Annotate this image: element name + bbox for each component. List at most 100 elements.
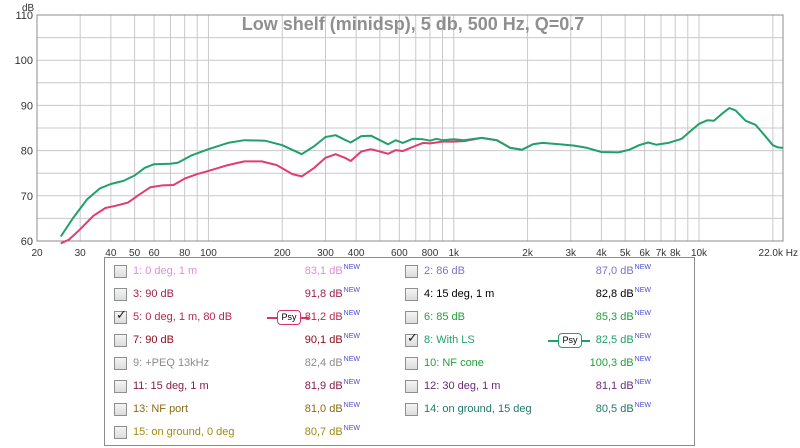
- legend-panel: 1: 0 deg, 1 m 83,1 dBNEW 2: 86 dB 87,0 dBNE…: [104, 257, 695, 446]
- x-tick-label: 80: [179, 248, 191, 256]
- legend-item-label[interactable]: 7: 90 dB: [133, 334, 174, 346]
- legend-checkbox[interactable]: [114, 380, 127, 393]
- new-badge: NEW: [634, 264, 651, 271]
- x-tick-label: 60: [148, 248, 160, 256]
- x-tick-label: 7k: [656, 248, 668, 256]
- legend-item-label[interactable]: 10: NF cone: [424, 357, 484, 369]
- legend-item-value: 82,4 dBNEW: [304, 356, 360, 369]
- legend-checkbox[interactable]: [114, 403, 127, 416]
- x-axis-ticks: 20 30 40 50 60 80 100 200 300 400 600 800 1k 2k 3k 4k 5k…: [31, 248, 798, 256]
- legend-item-value: 80,5 dBNEW: [595, 402, 651, 415]
- x-tick-label: 3k: [565, 248, 577, 256]
- legend-item-value: 83,1 dBNEW: [304, 264, 360, 277]
- legend-checkbox[interactable]: [114, 426, 127, 439]
- legend-item-value: 82,8 dBNEW: [595, 287, 651, 300]
- legend-item-label[interactable]: 5: 0 deg, 1 m, 80 dB: [133, 311, 233, 323]
- frequency-response-chart: 110 100 90 80 70 60 20 30 40 50 60 80 100 200 300 400 6…: [15, 3, 798, 256]
- legend-item-label[interactable]: 3: 90 dB: [133, 288, 174, 300]
- y-tick-label: 70: [21, 191, 33, 203]
- x-tick-label: 10k: [691, 248, 708, 256]
- legend-item-value: 81,1 dBNEW: [595, 379, 651, 392]
- legend-item-label[interactable]: 6: 85 dB: [424, 311, 465, 323]
- new-badge: NEW: [343, 425, 360, 432]
- legend-checkbox[interactable]: [405, 357, 418, 370]
- legend-item: 11: 15 deg, 1 m 81,9 dBNEW: [105, 377, 396, 399]
- series-line: [60, 136, 523, 245]
- y-tick-label: 90: [21, 100, 33, 112]
- legend-item: 9: +PEQ 13kHz 82,4 dBNEW: [105, 354, 396, 376]
- x-tick-label: 50: [129, 248, 141, 256]
- x-tick-label: 200: [274, 248, 291, 256]
- legend-item: 2: 86 dB 87,0 dBNEW: [396, 262, 687, 284]
- psy-label: Psy: [558, 333, 582, 348]
- x-tick-label: 1k: [448, 248, 460, 256]
- new-badge: NEW: [343, 333, 360, 340]
- x-tick-label: 20: [31, 248, 43, 256]
- y-axis-label: dB: [22, 3, 35, 14]
- legend-item-label[interactable]: 9: +PEQ 13kHz: [133, 357, 210, 369]
- new-badge: NEW: [343, 264, 360, 271]
- x-tick-label: 30: [75, 248, 87, 256]
- legend-item-value: 80,7 dBNEW: [304, 425, 360, 438]
- legend-checkbox[interactable]: [405, 403, 418, 416]
- legend-checkbox[interactable]: [114, 265, 127, 278]
- legend-checkbox[interactable]: [114, 334, 127, 347]
- legend-checkbox[interactable]: ✓: [405, 331, 418, 347]
- legend-checkbox[interactable]: [405, 311, 418, 324]
- legend-item-value: 85,3 dBNEW: [595, 310, 651, 323]
- legend-item: ✓ 5: 0 deg, 1 m, 80 dB Psy 81,2 dBNEW: [105, 308, 396, 330]
- legend-item: ✓ 8: With LS Psy 82,5 dBNEW: [396, 331, 687, 353]
- new-badge: NEW: [634, 356, 651, 363]
- legend-item-label[interactable]: 15: on ground, 0 deg: [133, 426, 235, 438]
- x-tick-label: 100: [200, 248, 217, 256]
- new-badge: NEW: [634, 310, 651, 317]
- legend-item-value: 81,9 dBNEW: [304, 379, 360, 392]
- legend-checkbox[interactable]: [114, 288, 127, 301]
- psy-label: Psy: [277, 310, 301, 325]
- legend-item-label[interactable]: 11: 15 deg, 1 m: [133, 380, 209, 392]
- legend-item-label[interactable]: 14: on ground, 15 deg: [424, 403, 532, 415]
- chart-title: Low shelf (minidsp), 5 db, 500 Hz, Q=0.7: [242, 14, 585, 34]
- legend-item: 14: on ground, 15 deg 80,5 dBNEW: [396, 400, 687, 422]
- legend-item-value: 81,2 dBNEW: [304, 310, 360, 323]
- legend-item-label[interactable]: 1: 0 deg, 1 m: [133, 265, 198, 277]
- x-tick-label: 6k: [639, 248, 651, 256]
- new-badge: NEW: [343, 379, 360, 386]
- legend-item: 13: NF port 81,0 dBNEW: [105, 400, 396, 422]
- legend-item-label[interactable]: 4: 15 deg, 1 m: [424, 288, 495, 300]
- legend-item-value: 81,0 dBNEW: [304, 402, 360, 415]
- legend-item: 6: 85 dB 85,3 dBNEW: [396, 308, 687, 330]
- legend-item-label[interactable]: 2: 86 dB: [424, 265, 465, 277]
- legend-checkbox[interactable]: [405, 380, 418, 393]
- legend-item-value: 82,5 dBNEW: [595, 333, 651, 346]
- new-badge: NEW: [634, 379, 651, 386]
- y-axis-ticks: 110 100 90 80 70 60: [15, 10, 33, 248]
- chart-series: [59, 107, 784, 245]
- y-tick-label: 100: [15, 55, 33, 67]
- x-tick-label: 400: [348, 248, 365, 256]
- x-tick-label: 2k: [522, 248, 534, 256]
- legend-checkbox[interactable]: [405, 265, 418, 278]
- new-badge: NEW: [343, 402, 360, 409]
- series-line: [59, 107, 784, 238]
- new-badge: NEW: [343, 356, 360, 363]
- x-tick-label: 5k: [620, 248, 632, 256]
- chart-grid: [36, 14, 783, 242]
- legend-item-label[interactable]: 8: With LS: [424, 334, 475, 346]
- legend-checkbox[interactable]: ✓: [114, 308, 127, 324]
- psy-smoothing-badge: Psy: [548, 333, 590, 349]
- legend-item-label[interactable]: 12: 30 deg, 1 m: [424, 380, 501, 392]
- x-tick-label: 800: [422, 248, 439, 256]
- legend-item: 12: 30 deg, 1 m 81,1 dBNEW: [396, 377, 687, 399]
- legend-checkbox[interactable]: [114, 357, 127, 370]
- legend-item: 4: 15 deg, 1 m 82,8 dBNEW: [396, 285, 687, 307]
- checkmark-icon: ✓: [407, 331, 418, 346]
- x-tick-label: 40: [105, 248, 117, 256]
- new-badge: NEW: [343, 310, 360, 317]
- psy-smoothing-badge: Psy: [267, 310, 309, 326]
- new-badge: NEW: [343, 287, 360, 294]
- legend-item: 7: 90 dB 90,1 dBNEW: [105, 331, 396, 353]
- legend-item-label[interactable]: 13: NF port: [133, 403, 189, 415]
- legend-checkbox[interactable]: [405, 288, 418, 301]
- checkmark-icon: ✓: [116, 308, 127, 323]
